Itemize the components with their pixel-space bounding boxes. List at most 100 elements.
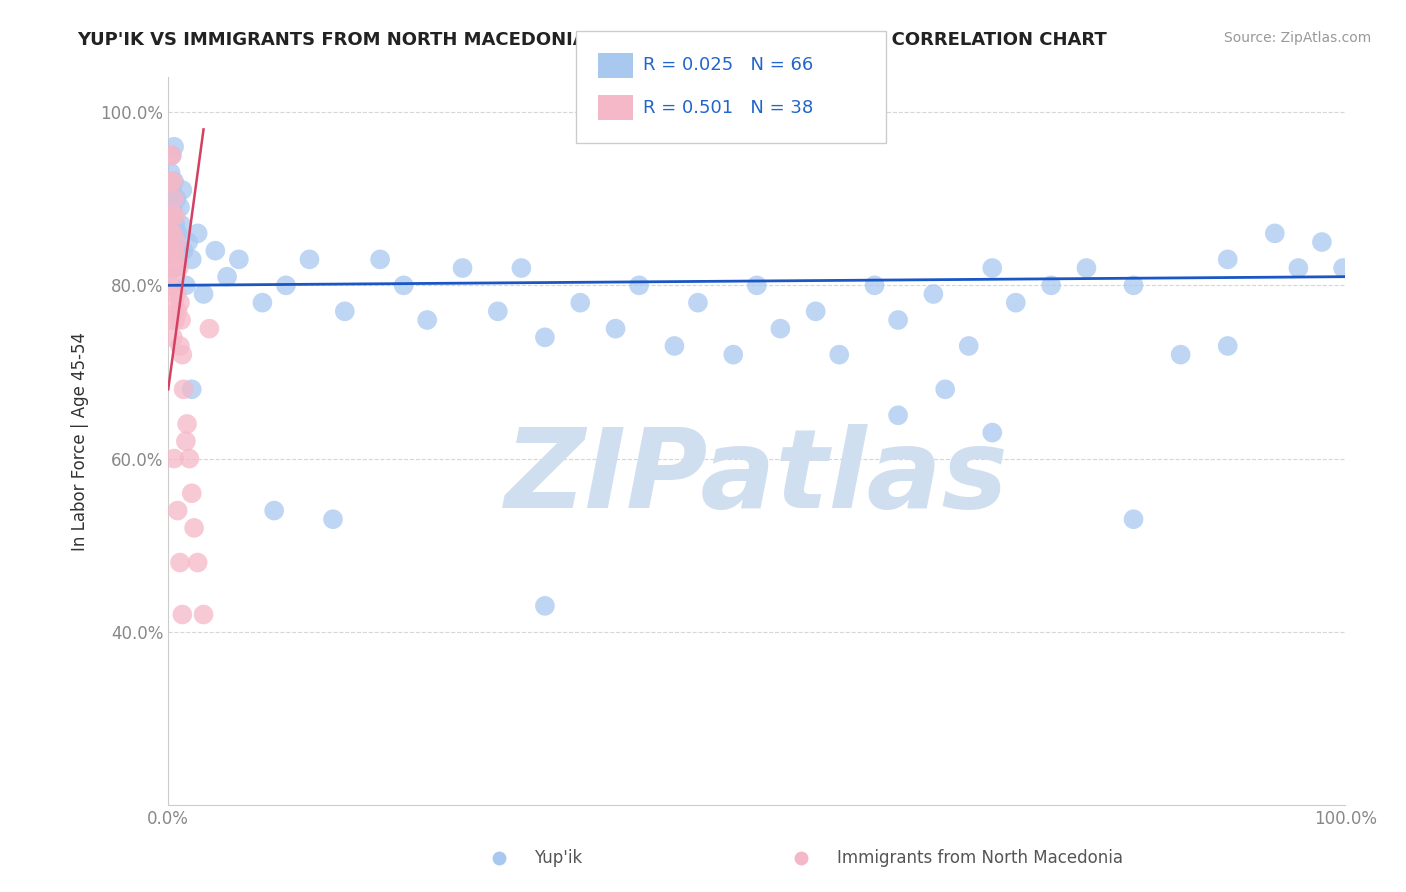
Point — [163, 192, 186, 206]
Point — [1331, 260, 1354, 275]
Point — [252, 295, 274, 310]
Point — [174, 278, 197, 293]
Point — [333, 304, 356, 318]
Point — [922, 287, 945, 301]
Point — [163, 174, 186, 188]
Point — [159, 174, 181, 188]
Point — [162, 252, 184, 267]
Point — [510, 260, 533, 275]
Point — [1076, 260, 1098, 275]
Point — [263, 503, 285, 517]
Point — [1040, 278, 1063, 293]
Point — [163, 140, 186, 154]
Point — [165, 260, 187, 275]
Point — [1122, 278, 1144, 293]
Point — [165, 260, 187, 275]
Point — [167, 252, 190, 267]
Text: Yup'ik: Yup'ik — [534, 849, 582, 867]
Point — [179, 451, 201, 466]
Point — [170, 313, 193, 327]
Point — [298, 252, 321, 267]
Point — [159, 218, 181, 232]
Point — [172, 183, 194, 197]
Point — [160, 260, 183, 275]
Point — [569, 295, 592, 310]
Text: R = 0.501   N = 38: R = 0.501 N = 38 — [643, 99, 813, 117]
Point — [686, 295, 709, 310]
Point — [173, 244, 195, 258]
Point — [1170, 348, 1192, 362]
Point — [274, 278, 297, 293]
Point — [1216, 252, 1239, 267]
Point — [172, 607, 194, 622]
Point — [981, 260, 1004, 275]
Point — [160, 183, 183, 197]
Point — [157, 209, 180, 223]
Point — [1286, 260, 1309, 275]
Point — [165, 218, 187, 232]
Point — [159, 166, 181, 180]
Text: R = 0.025   N = 66: R = 0.025 N = 66 — [643, 56, 813, 74]
Point — [804, 304, 827, 318]
Point — [162, 174, 184, 188]
Point — [162, 227, 184, 241]
Point — [187, 227, 209, 241]
Point — [177, 235, 200, 249]
Text: ZIPatlas: ZIPatlas — [505, 424, 1008, 531]
Point — [167, 260, 190, 275]
Point — [163, 295, 186, 310]
Point — [193, 287, 215, 301]
Y-axis label: In Labor Force | Age 45-54: In Labor Force | Age 45-54 — [72, 332, 89, 550]
Point — [193, 607, 215, 622]
Point — [162, 200, 184, 214]
Point — [160, 313, 183, 327]
Point — [162, 330, 184, 344]
Point — [157, 192, 180, 206]
Point — [172, 348, 194, 362]
Point — [1004, 295, 1026, 310]
Point — [165, 192, 187, 206]
Point — [1264, 227, 1286, 241]
Point — [157, 244, 180, 258]
Point — [165, 244, 187, 258]
Point — [163, 451, 186, 466]
Point — [166, 304, 188, 318]
Point — [160, 209, 183, 223]
Point — [157, 227, 180, 241]
Point — [723, 348, 745, 362]
Point — [981, 425, 1004, 440]
Point — [160, 148, 183, 162]
Point — [1310, 235, 1333, 249]
Point — [165, 209, 187, 223]
Point — [534, 599, 557, 613]
Point — [204, 244, 226, 258]
Text: Source: ZipAtlas.com: Source: ZipAtlas.com — [1223, 31, 1371, 45]
Point — [159, 227, 181, 241]
Text: Immigrants from North Macedonia: Immigrants from North Macedonia — [837, 849, 1122, 867]
Point — [183, 521, 205, 535]
Point — [169, 200, 191, 214]
Point — [187, 556, 209, 570]
Point — [451, 260, 474, 275]
Point — [165, 287, 187, 301]
Point — [628, 278, 651, 293]
Point — [180, 486, 202, 500]
Point — [163, 235, 186, 249]
Point — [166, 227, 188, 241]
Point — [169, 556, 191, 570]
Point — [828, 348, 851, 362]
Point — [1122, 512, 1144, 526]
Point — [169, 295, 191, 310]
Point — [887, 313, 910, 327]
Point — [166, 503, 188, 517]
Point — [486, 304, 509, 318]
Point — [170, 218, 193, 232]
Point — [176, 417, 198, 431]
Point — [157, 148, 180, 162]
Point — [368, 252, 391, 267]
Point — [664, 339, 686, 353]
Point — [159, 278, 181, 293]
Point — [165, 235, 187, 249]
Point — [180, 382, 202, 396]
Text: YUP'IK VS IMMIGRANTS FROM NORTH MACEDONIA IN LABOR FORCE | AGE 45-54 CORRELATION: YUP'IK VS IMMIGRANTS FROM NORTH MACEDONI… — [77, 31, 1107, 49]
